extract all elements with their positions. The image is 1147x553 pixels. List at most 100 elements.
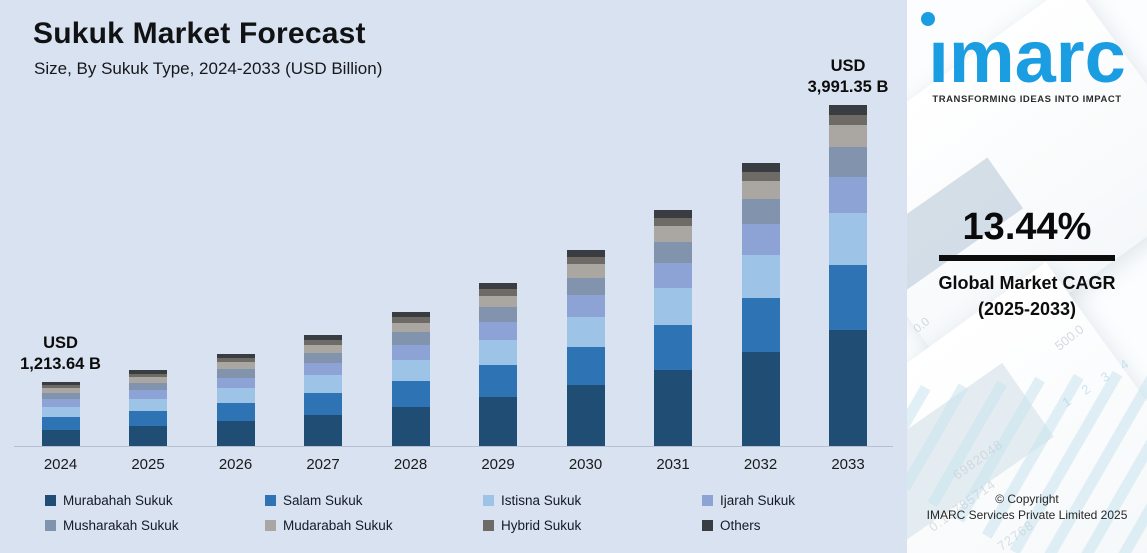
- bar-segment-musharakah-sukuk: [654, 241, 692, 263]
- bar-2026: [216, 354, 255, 447]
- legend-label: Hybrid Sukuk: [501, 518, 582, 533]
- legend-swatch-icon: [483, 495, 494, 506]
- bar-segment-musharakah-sukuk: [566, 277, 605, 296]
- bar-segment-istisna-sukuk: [391, 359, 430, 381]
- bar-segment-others: [741, 163, 780, 172]
- cagr-value: 13.44%: [962, 206, 1092, 248]
- bar-segment-hybrid-sukuk: [391, 317, 430, 324]
- bar-segment-musharakah-sukuk: [829, 146, 867, 177]
- bar-segment-musharakah-sukuk: [741, 199, 780, 225]
- bar-segment-ijarah-sukuk: [829, 176, 867, 214]
- legend-label: Murabahah Sukuk: [63, 493, 173, 508]
- bar-segment-salam-sukuk: [566, 347, 605, 385]
- bar-segment-mudarabah-sukuk: [479, 295, 517, 307]
- bar-2024: [41, 382, 80, 447]
- bar-2027: [304, 335, 342, 447]
- watermark-bar: [1037, 367, 1147, 553]
- cagr-block: 13.44% Global Market CAGR (2025-2033): [907, 206, 1147, 322]
- legend-swatch-icon: [702, 520, 713, 531]
- bar-segment-mudarabah-sukuk: [216, 362, 255, 370]
- bar-segment-hybrid-sukuk: [304, 339, 342, 345]
- bar-segment-istisna-sukuk: [654, 288, 692, 325]
- bar-segment-salam-sukuk: [829, 265, 867, 331]
- bar-segment-murabahah-sukuk: [829, 330, 867, 447]
- legend-item-musharakah-sukuk: Musharakah Sukuk: [45, 518, 179, 533]
- cagr-underline: [939, 255, 1115, 261]
- bar-2032: [741, 163, 780, 447]
- bar-value-label-2024: USD 1,213.64 B: [20, 333, 101, 373]
- bar-segment-istisna-sukuk: [129, 398, 167, 412]
- page-subtitle: Size, By Sukuk Type, 2024-2033 (USD Bill…: [34, 59, 383, 78]
- logo-wordmark: ımarc: [928, 15, 1126, 98]
- bar-segment-hybrid-sukuk: [41, 385, 80, 389]
- legend-swatch-icon: [45, 495, 56, 506]
- bar-segment-salam-sukuk: [654, 324, 692, 371]
- bar-segment-musharakah-sukuk: [391, 332, 430, 345]
- bar-segment-others: [216, 354, 255, 359]
- bar-segment-ijarah-sukuk: [129, 390, 167, 399]
- bar-2031: [654, 210, 692, 447]
- legend-item-others: Others: [702, 518, 761, 533]
- bar-segment-musharakah-sukuk: [216, 369, 255, 378]
- chart-panel: Sukuk Market Forecast Size, By Sukuk Typ…: [0, 0, 907, 553]
- bar-segment-ijarah-sukuk: [741, 224, 780, 256]
- bar-segment-mudarabah-sukuk: [829, 125, 867, 147]
- logo-tagline: TRANSFORMING IDEAS INTO IMPACT: [932, 94, 1122, 105]
- year-label-2027: 2027: [306, 456, 340, 473]
- bar-segment-ijarah-sukuk: [304, 362, 342, 376]
- bar-segment-hybrid-sukuk: [741, 171, 780, 182]
- bar-segment-ijarah-sukuk: [41, 399, 80, 407]
- bar-segment-istisna-sukuk: [216, 388, 255, 403]
- copyright-line1: © Copyright: [995, 492, 1059, 506]
- legend-item-ijarah-sukuk: Ijarah Sukuk: [702, 493, 795, 508]
- bar-segment-murabahah-sukuk: [304, 414, 342, 447]
- bar-segment-musharakah-sukuk: [479, 306, 517, 322]
- bar-segment-salam-sukuk: [304, 392, 342, 415]
- legend-swatch-icon: [483, 520, 494, 531]
- year-label-2033: 2033: [831, 456, 865, 473]
- bar-segment-salam-sukuk: [41, 417, 80, 430]
- year-label-2031: 2031: [656, 456, 690, 473]
- bar-segment-istisna-sukuk: [41, 406, 80, 418]
- bar-segment-istisna-sukuk: [741, 255, 780, 299]
- year-label-2025: 2025: [131, 456, 165, 473]
- bar-segment-salam-sukuk: [129, 411, 167, 427]
- bar-segment-musharakah-sukuk: [41, 393, 80, 400]
- bar-segment-hybrid-sukuk: [654, 217, 692, 227]
- legend-label: Mudarabah Sukuk: [283, 518, 393, 533]
- bar-segment-ijarah-sukuk: [391, 344, 430, 360]
- bar-value-label-2033: USD 3,991.35 B: [807, 56, 889, 96]
- bar-segment-salam-sukuk: [391, 380, 430, 407]
- bar-segment-mudarabah-sukuk: [391, 323, 430, 333]
- legend-item-hybrid-sukuk: Hybrid Sukuk: [483, 518, 581, 533]
- bar-segment-murabahah-sukuk: [566, 384, 605, 447]
- bar-segment-hybrid-sukuk: [216, 358, 255, 363]
- bar-segment-others: [829, 105, 867, 115]
- x-axis-line: [14, 446, 893, 447]
- year-label-2024: 2024: [43, 456, 78, 473]
- bar-segment-others: [129, 370, 167, 374]
- legend-swatch-icon: [265, 495, 276, 506]
- bar-2025: [129, 370, 167, 447]
- bar-segment-others: [566, 250, 605, 258]
- bar-segment-mudarabah-sukuk: [654, 226, 692, 242]
- bar-segment-murabahah-sukuk: [129, 426, 167, 447]
- logo-dot-icon: [921, 12, 935, 26]
- year-label-2030: 2030: [568, 456, 603, 473]
- bar-segment-ijarah-sukuk: [654, 262, 692, 289]
- bar-segment-mudarabah-sukuk: [741, 181, 780, 200]
- copyright-line2: IMARC Services Private Limited 2025: [926, 508, 1128, 523]
- bar-segment-others: [479, 283, 517, 290]
- bar-2029: [479, 283, 517, 447]
- bar-segment-murabahah-sukuk: [216, 420, 255, 447]
- bar-segment-ijarah-sukuk: [216, 377, 255, 389]
- bar-segment-salam-sukuk: [479, 365, 517, 397]
- legend-label: Musharakah Sukuk: [63, 518, 179, 533]
- legend-swatch-icon: [702, 495, 713, 506]
- legend-label: Ijarah Sukuk: [720, 493, 796, 508]
- bar-segment-salam-sukuk: [216, 402, 255, 421]
- bar-segment-ijarah-sukuk: [566, 295, 605, 317]
- bar-segment-mudarabah-sukuk: [304, 344, 342, 353]
- year-label-2026: 2026: [218, 456, 253, 473]
- bar-segment-istisna-sukuk: [304, 375, 342, 393]
